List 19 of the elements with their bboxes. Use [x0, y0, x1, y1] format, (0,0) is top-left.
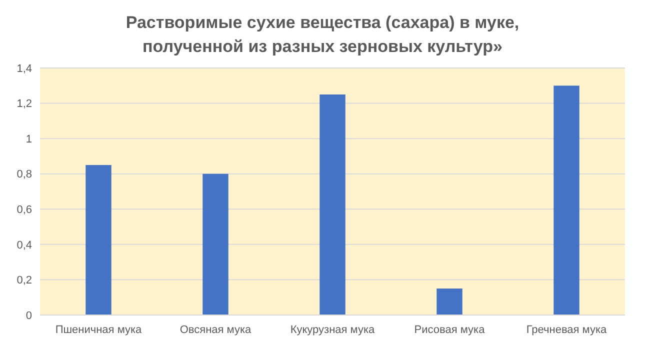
y-tick-label: 1,2	[16, 98, 32, 110]
x-tick-label: Кукурузная мука	[290, 324, 376, 336]
y-tick-label: 0,8	[16, 168, 32, 181]
y-tick-label: 0,2	[16, 274, 32, 287]
bar	[86, 165, 112, 315]
bar	[202, 174, 228, 315]
y-tick-label: 0,6	[16, 204, 32, 216]
chart-title: Растворимые сухие вещества (сахара) в муке, полученной из разных зерновых культур»	[126, 13, 520, 56]
y-tick-label: 0,4	[16, 239, 32, 252]
y-tick-label: 1,4	[16, 62, 32, 75]
bar	[554, 86, 580, 315]
bar	[436, 288, 462, 315]
bar	[320, 94, 346, 315]
x-tick-label: Гречневая мука	[526, 324, 608, 336]
x-tick-label: Овсяная мука	[180, 324, 252, 336]
x-tick-label: Рисовая мука	[414, 324, 486, 336]
x-tick-label: Пшеничная мука	[55, 324, 143, 336]
y-tick-label: 1	[26, 133, 32, 146]
y-tick-label: 0	[26, 310, 32, 322]
